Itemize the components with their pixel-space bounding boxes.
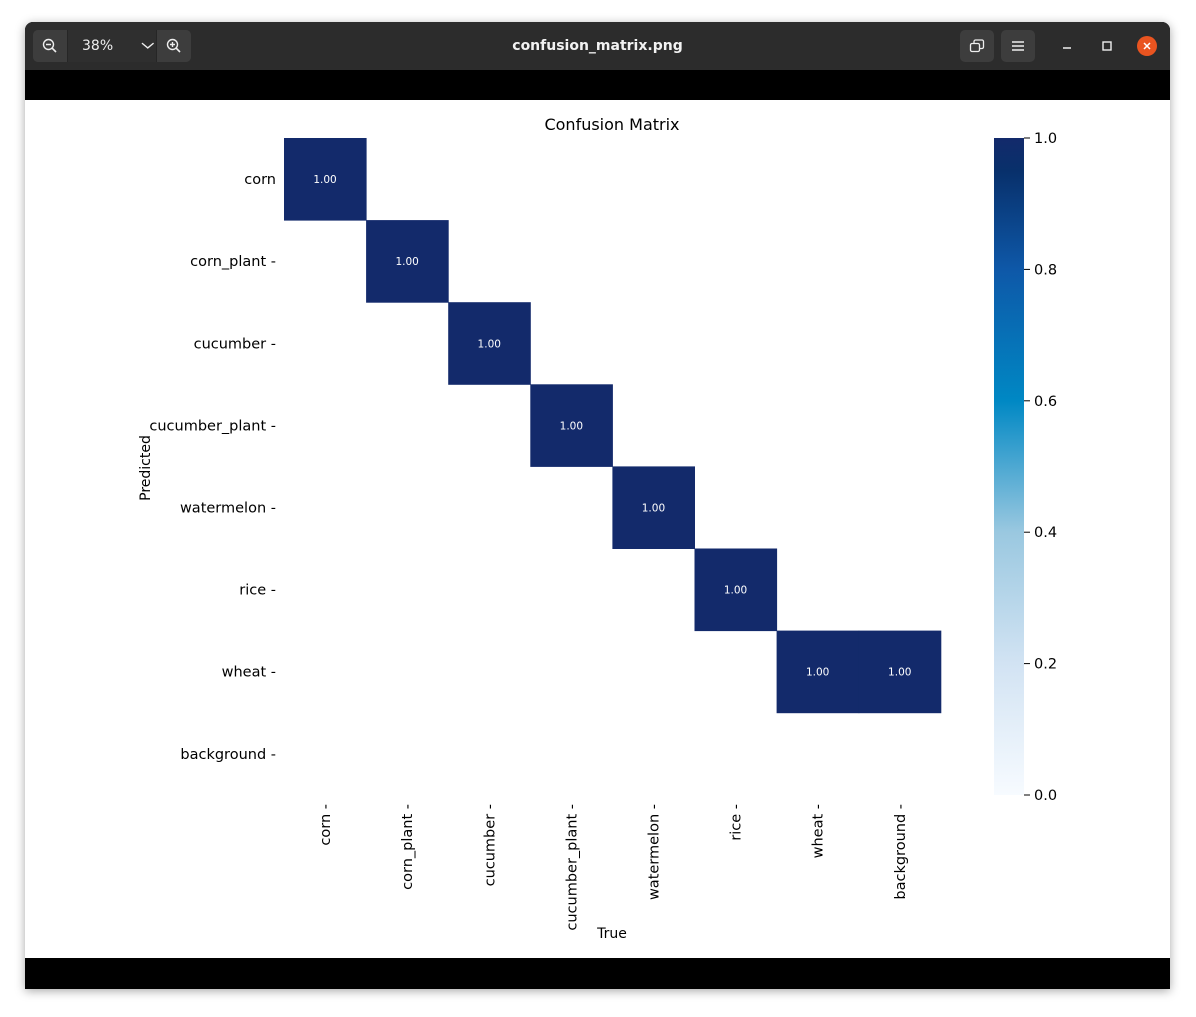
- colorbar-ticks: 0.0 0.2 0.4 0.6 0.8 1.0: [1024, 131, 1057, 804]
- chart-title: Confusion Matrix: [544, 115, 679, 134]
- zoom-in-icon: [166, 38, 181, 53]
- title-bar: confusion_matrix.png 38%: [25, 22, 1170, 70]
- window-title: confusion_matrix.png: [512, 38, 683, 54]
- cell-value-label: 1.00: [478, 338, 501, 350]
- x-tick-label: corn -: [318, 804, 334, 846]
- y-tick-label: cucumber -: [194, 336, 276, 352]
- colorbar-tick-label: 0.0: [1034, 788, 1057, 804]
- x-tick-label: corn_plant -: [400, 804, 416, 890]
- heatmap-cell-corn_plant-corn_plant: [366, 220, 449, 303]
- cell-value-label: 1.00: [888, 667, 911, 679]
- window-restore-icon: [969, 39, 985, 53]
- zoom-out-button[interactable]: [33, 30, 67, 62]
- y-axis-label: Predicted: [138, 435, 154, 501]
- heatmap-cells: 1.00 1.00 1.00 1.00 1.00 1.00 1.00 1.00: [284, 138, 942, 714]
- x-tick-label: background -: [893, 804, 909, 900]
- maximize-icon: [1102, 41, 1112, 51]
- heatmap-cell-wheat-background: [858, 630, 942, 714]
- cell-value-label: 1.00: [395, 256, 418, 268]
- colorbar-tick-label: 0.2: [1034, 657, 1057, 673]
- main-menu-button[interactable]: [1001, 30, 1035, 62]
- minimize-icon: [1063, 47, 1071, 49]
- x-tick-label: rice -: [729, 804, 745, 841]
- close-icon: [1143, 42, 1151, 50]
- hamburger-menu-icon: [1012, 41, 1024, 51]
- x-tick-labels: corn - corn_plant - cucumber - cucumber_pla…: [318, 804, 909, 931]
- heatmap-cell-watermelon-watermelon: [612, 466, 695, 549]
- confusion-matrix-chart: Confusion Matrix Predicted True 1.001.00…: [138, 115, 1057, 942]
- colorbar-tick-label: 0.8: [1034, 262, 1057, 278]
- cell-value-label: 1.00: [806, 667, 829, 679]
- colorbar: [994, 138, 1024, 795]
- chevron-down-icon: [141, 42, 155, 49]
- heatmap-cell-rice-rice: [694, 548, 778, 632]
- cell-value-label: 1.00: [642, 502, 665, 514]
- view-mode-button[interactable]: [960, 30, 994, 62]
- x-axis-label: True: [596, 926, 627, 942]
- y-tick-labels: corn corn_plant - cucumber - cucumber_plant…: [149, 172, 276, 763]
- zoom-level-value: 38%: [82, 38, 114, 54]
- x-tick-label: watermelon -: [646, 804, 662, 900]
- zoom-in-button[interactable]: [157, 30, 191, 62]
- maximize-button[interactable]: [1095, 34, 1119, 58]
- y-tick-label: corn_plant -: [190, 254, 276, 270]
- heatmap-cell-corn-corn: [284, 138, 367, 221]
- image-viewer-window: confusion_matrix.png 38%: [25, 22, 1170, 989]
- x-tick-label: cucumber -: [482, 804, 498, 886]
- colorbar-tick-label: 0.4: [1034, 525, 1057, 541]
- cell-value-label: 1.00: [560, 420, 583, 432]
- zoom-controls: 38%: [33, 30, 191, 62]
- cell-value-label: 1.00: [313, 174, 336, 186]
- image-canvas[interactable]: Confusion Matrix Predicted True 1.00 1.00…: [25, 100, 1170, 958]
- colorbar-tick-label: 0.6: [1034, 394, 1057, 410]
- y-tick-label: cucumber_plant -: [149, 418, 276, 434]
- cell-value-label: 1.00: [724, 585, 747, 597]
- minimize-button[interactable]: [1055, 34, 1079, 58]
- heatmap-cell-wheat-wheat: [776, 630, 860, 714]
- y-tick-label: wheat -: [222, 665, 276, 681]
- x-tick-label: cucumber_plant -: [564, 804, 580, 931]
- heatmap-cell-cucumber-cucumber: [448, 302, 531, 385]
- zoom-out-icon: [42, 38, 57, 53]
- heatmap-cell-cucumber_plant-cucumber_plant: [530, 384, 613, 467]
- y-tick-label: watermelon -: [180, 500, 276, 516]
- y-tick-label: corn: [244, 172, 276, 188]
- colorbar-tick-label: 1.0: [1034, 131, 1057, 147]
- y-tick-label: background -: [180, 747, 276, 763]
- y-tick-label: rice -: [239, 583, 276, 599]
- zoom-level-dropdown[interactable]: 38%: [67, 30, 157, 62]
- close-button[interactable]: [1137, 36, 1157, 56]
- x-tick-label: wheat -: [811, 804, 827, 858]
